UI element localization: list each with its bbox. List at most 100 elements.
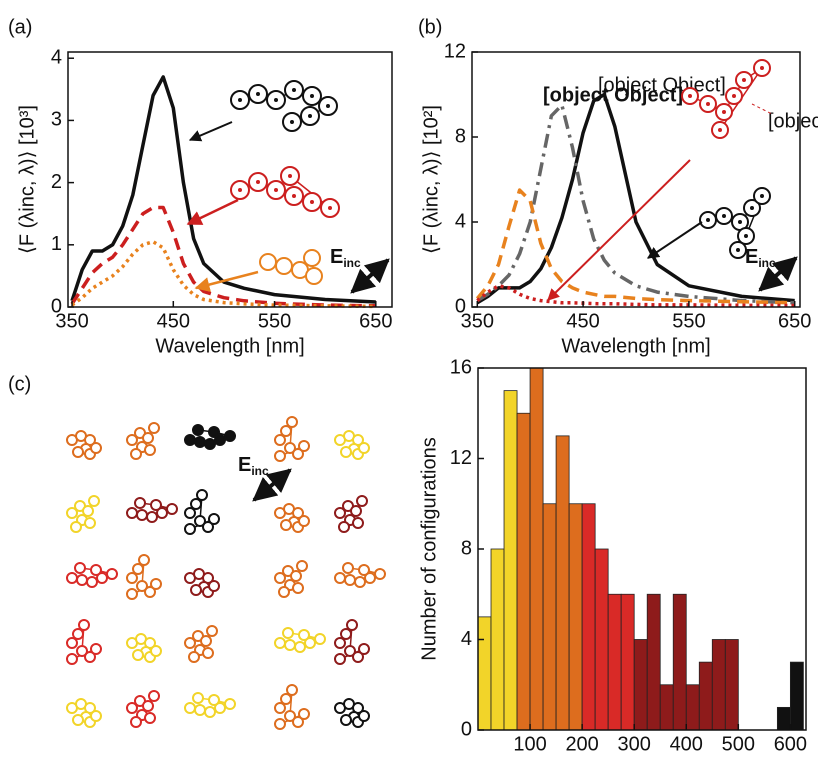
cluster-illustration — [274, 503, 310, 533]
cluster-particle — [282, 627, 294, 639]
cluster-particle — [136, 580, 148, 592]
y-tick-label: 8 — [455, 125, 466, 147]
x-tick-label: 400 — [670, 733, 703, 755]
histogram-bar — [503, 390, 518, 731]
data-line — [476, 92, 795, 305]
data-line — [476, 284, 795, 308]
data-line — [70, 239, 376, 309]
cluster-particle — [274, 637, 286, 649]
cluster-particle — [142, 432, 154, 444]
cluster-illustration — [681, 59, 771, 139]
histogram-bar — [724, 639, 739, 731]
cluster-particle — [192, 424, 204, 436]
cluster-illustration — [66, 562, 118, 588]
cluster-particle — [274, 572, 286, 584]
histogram-bar — [711, 639, 726, 731]
cluster-particle — [224, 430, 236, 442]
annotation-text: E — [330, 246, 343, 268]
cluster-particle — [130, 448, 142, 460]
cluster-particle — [259, 253, 277, 271]
cluster-center — [742, 78, 746, 82]
cluster-particle — [148, 422, 160, 434]
y-tick-label: 4 — [455, 210, 466, 232]
data-line — [70, 75, 376, 304]
histogram-bar — [633, 639, 648, 731]
y-tick-label: 0 — [461, 718, 472, 740]
cluster-particle — [90, 442, 102, 454]
cluster-particle — [334, 653, 346, 665]
histogram-bar — [529, 367, 544, 731]
cluster-particle — [184, 434, 196, 446]
cluster-particle — [184, 507, 196, 519]
cluster-illustration — [66, 495, 100, 533]
cluster-particle — [352, 517, 364, 529]
x-tick-label: 650 — [778, 310, 811, 332]
cluster-particle — [96, 572, 108, 584]
histogram-bar — [568, 503, 583, 731]
cluster-particle — [350, 505, 362, 517]
cluster-particle — [292, 582, 304, 594]
cluster-particle — [303, 249, 321, 267]
cluster-particle — [190, 498, 202, 510]
cluster-center — [292, 194, 296, 198]
cluster-particle — [150, 645, 162, 657]
histogram-bar — [594, 548, 609, 731]
cluster-particle — [374, 568, 386, 580]
cluster-particle — [150, 499, 162, 511]
cluster-particle — [126, 588, 138, 600]
cluster-particle — [358, 643, 370, 655]
histogram-bar — [607, 593, 622, 731]
cluster-particle — [354, 576, 366, 588]
cluster-particle — [292, 448, 304, 460]
cluster-particle — [184, 702, 196, 714]
cluster-particle — [296, 560, 308, 572]
cluster-center — [706, 102, 710, 106]
cluster-particle — [146, 511, 158, 523]
cluster-center — [328, 206, 332, 210]
arrow — [547, 159, 691, 301]
cluster-center — [308, 114, 312, 118]
cluster-particle — [342, 562, 354, 574]
y-tick-label: 4 — [461, 628, 472, 650]
cluster-particle — [142, 700, 154, 712]
cluster-particle — [72, 628, 84, 640]
y-axis-label: ⟨F (λinc, λ)⟩ [10³] — [16, 105, 38, 254]
cluster-center — [750, 206, 754, 210]
cluster-illustration — [334, 698, 370, 728]
x-tick-label: 100 — [513, 733, 546, 755]
y-tick-label: 16 — [450, 356, 472, 378]
cluster-illustration — [274, 416, 310, 462]
cluster-illustration — [184, 625, 218, 663]
cluster-particle — [184, 637, 196, 649]
cluster-particle — [202, 647, 214, 659]
cluster-particle — [280, 519, 292, 531]
cluster-particle — [84, 651, 96, 663]
cluster-illustration — [334, 495, 368, 533]
cluster-particle — [305, 267, 323, 285]
cluster-particle — [72, 714, 84, 726]
cluster-center — [274, 188, 278, 192]
cluster-illustration — [126, 497, 178, 523]
cluster-particle — [200, 635, 212, 647]
cluster-center — [256, 92, 260, 96]
dimension-line — [751, 103, 773, 115]
data-line — [476, 103, 795, 305]
cluster-center — [288, 174, 292, 178]
cluster-center — [292, 88, 296, 92]
cluster-particle — [194, 704, 206, 716]
cluster-particle — [224, 698, 236, 710]
histogram-bar — [516, 412, 531, 731]
x-axis-label: Wavelength [nm] — [561, 335, 710, 357]
cluster-particle — [84, 517, 96, 529]
cluster-particle — [144, 712, 156, 724]
cluster-particle — [298, 515, 310, 527]
cluster-center — [738, 220, 742, 224]
cluster-particle — [150, 578, 162, 590]
x-tick-label: 350 — [461, 310, 494, 332]
cluster-particle — [338, 521, 350, 533]
histogram-bar — [555, 435, 570, 731]
x-tick-label: 600 — [774, 733, 807, 755]
cluster-illustration — [66, 698, 102, 728]
cluster-illustration — [230, 166, 340, 218]
histogram-bar — [477, 616, 492, 731]
